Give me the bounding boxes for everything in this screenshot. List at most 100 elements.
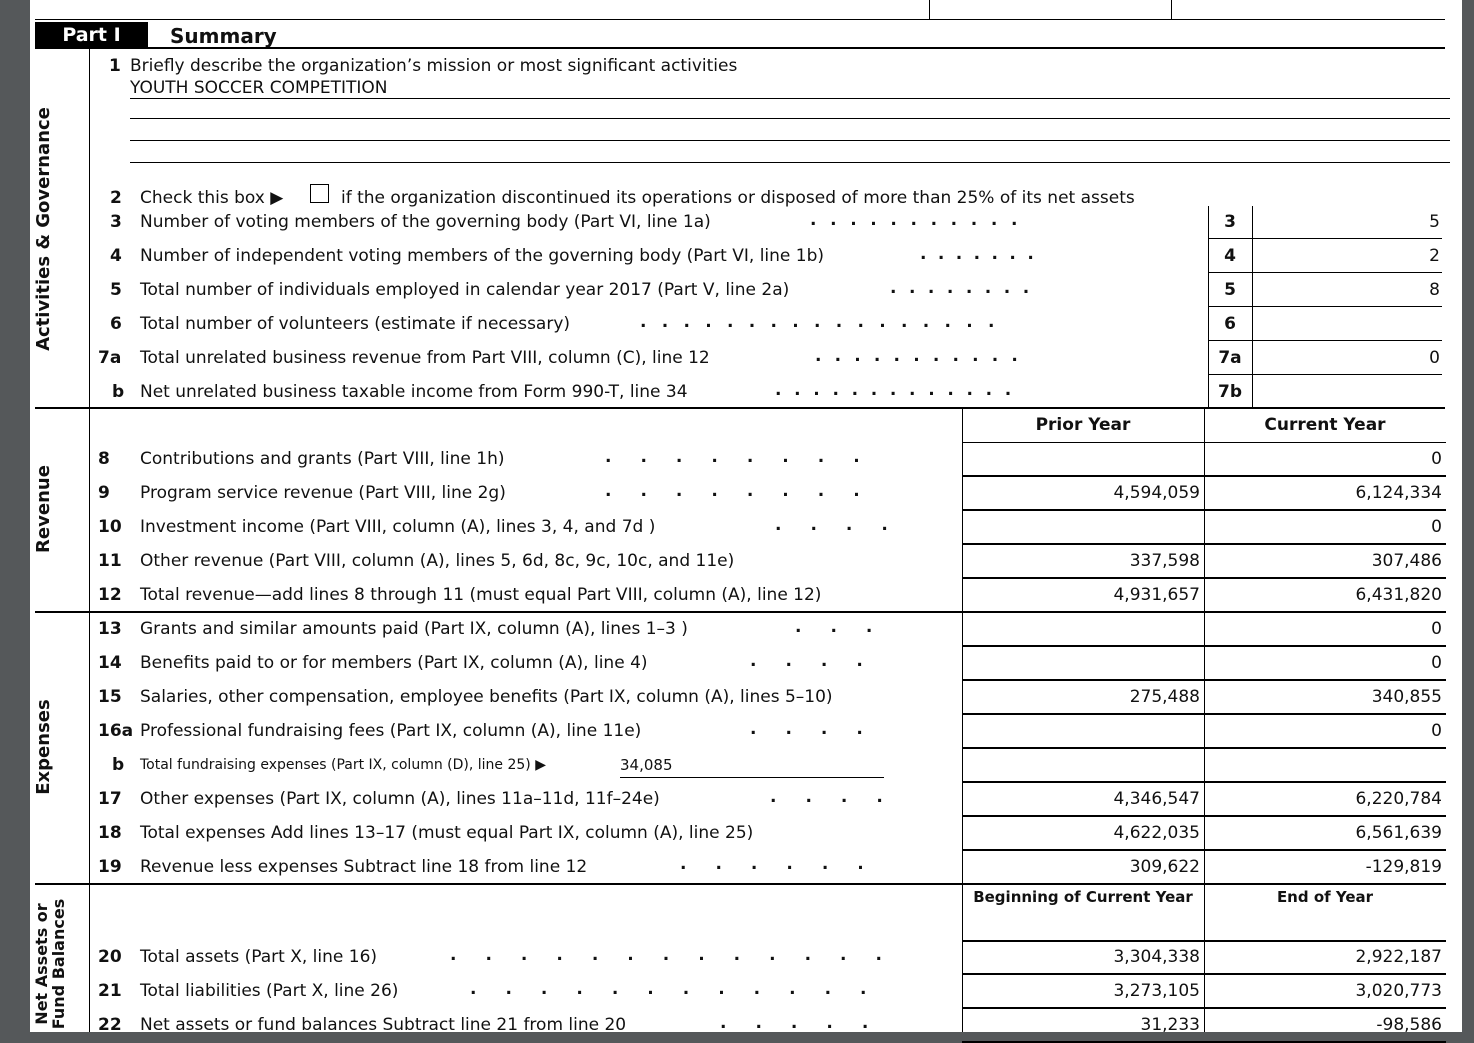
leader-dots: ... xyxy=(795,617,902,637)
line-label: Total unrelated business revenue from Pa… xyxy=(140,348,710,368)
prior-year-value[interactable]: 4,594,059 xyxy=(1113,483,1200,503)
divider xyxy=(130,162,1450,163)
line-number: 15 xyxy=(98,687,122,707)
divider xyxy=(620,777,884,778)
divider xyxy=(1208,272,1252,273)
prior-year-value[interactable]: 4,346,547 xyxy=(1113,789,1200,809)
current-year-value[interactable]: 0 xyxy=(1431,449,1442,469)
leader-dots: ........ xyxy=(605,481,889,501)
divider xyxy=(1208,340,1252,341)
prior-year-value[interactable]: 31,233 xyxy=(1140,1015,1200,1035)
value-field[interactable]: 8 xyxy=(1429,280,1440,300)
current-year-value[interactable]: 6,561,639 xyxy=(1355,823,1442,843)
divider xyxy=(1252,272,1442,273)
box-number: 5 xyxy=(1224,280,1236,300)
side-label-revenue: Revenue xyxy=(33,465,54,553)
side-label-activities: Activities & Governance xyxy=(33,107,54,351)
value-field[interactable]: 0 xyxy=(1429,348,1440,368)
divider xyxy=(962,713,1446,715)
line-label: Total expenses Add lines 13–17 (must equ… xyxy=(140,823,754,843)
side-label-net-assets: Net Assets or Fund Balances xyxy=(32,894,77,1034)
prior-year-value[interactable]: 337,598 xyxy=(1129,551,1200,571)
leader-dots: .... xyxy=(750,719,892,739)
leader-dots: ............. xyxy=(775,380,1024,400)
line-label: Revenue less expenses Subtract line 18 f… xyxy=(140,857,588,877)
line-label: Other revenue (Part VIII, column (A), li… xyxy=(140,551,735,571)
leader-dots: ....... xyxy=(920,244,1046,264)
current-year-value[interactable]: 6,124,334 xyxy=(1355,483,1442,503)
leader-dots: ...... xyxy=(680,854,893,874)
line-number: 14 xyxy=(98,653,122,673)
divider xyxy=(35,611,1445,613)
prior-year-value[interactable]: 309,622 xyxy=(1129,857,1200,877)
divider xyxy=(962,940,1446,942)
divider xyxy=(962,442,1446,443)
line-label: Number of voting members of the governin… xyxy=(140,212,711,232)
part-label: Part I xyxy=(35,22,148,48)
line-label: Investment income (Part VIII, column (A)… xyxy=(140,517,656,537)
current-year-value[interactable]: -98,586 xyxy=(1376,1015,1442,1035)
divider xyxy=(1208,206,1209,408)
value-field[interactable]: 5 xyxy=(1429,212,1440,232)
divider xyxy=(962,747,1446,749)
current-year-value[interactable]: 0 xyxy=(1431,619,1442,639)
divider xyxy=(89,48,90,1032)
current-year-value[interactable]: 6,431,820 xyxy=(1355,585,1442,605)
line-number: 11 xyxy=(98,551,122,571)
line-number: 12 xyxy=(98,585,122,605)
value-field[interactable]: 2 xyxy=(1429,246,1440,266)
line-label: Other expenses (Part IX, column (A), lin… xyxy=(140,789,660,809)
fundraising-expenses-value[interactable]: 34,085 xyxy=(620,756,673,774)
current-year-value[interactable]: 0 xyxy=(1431,721,1442,741)
current-year-value[interactable]: 340,855 xyxy=(1371,687,1442,707)
line-number: 9 xyxy=(98,483,110,503)
current-year-value[interactable]: 0 xyxy=(1431,517,1442,537)
divider xyxy=(962,1007,1446,1009)
current-year-value[interactable]: 307,486 xyxy=(1371,551,1442,571)
line-label: Number of independent voting members of … xyxy=(140,246,825,266)
column-header-current-year: Current Year xyxy=(1264,415,1386,435)
line-number: 4 xyxy=(110,246,122,266)
form-page: Part I Summary Activities & Governance R… xyxy=(30,0,1462,1043)
leader-dots: ........... xyxy=(815,346,1032,366)
divider xyxy=(35,883,1445,885)
box-number: 4 xyxy=(1224,246,1236,266)
divider xyxy=(130,118,1450,119)
current-year-value[interactable]: 3,020,773 xyxy=(1355,981,1442,1001)
line-number: 18 xyxy=(98,823,122,843)
line-label: Program service revenue (Part VIII, line… xyxy=(140,483,506,503)
line-label: Total number of individuals employed in … xyxy=(140,280,790,300)
leader-dots: .... xyxy=(775,515,917,535)
prior-year-value[interactable]: 275,488 xyxy=(1129,687,1200,707)
current-year-value[interactable]: 6,220,784 xyxy=(1355,789,1442,809)
leader-dots: ............ xyxy=(470,979,896,999)
prior-year-value[interactable]: 4,622,035 xyxy=(1113,823,1200,843)
prior-year-value[interactable]: 3,273,105 xyxy=(1113,981,1200,1001)
line-label: Total revenue—add lines 8 through 11 (mu… xyxy=(140,585,822,605)
divider xyxy=(962,475,1446,477)
line-number: 16a xyxy=(98,721,134,741)
divider xyxy=(1204,408,1205,1032)
box-number: 7a xyxy=(1218,348,1242,368)
divider xyxy=(130,140,1450,141)
divider xyxy=(130,98,1450,99)
prior-year-value[interactable]: 3,304,338 xyxy=(1113,947,1200,967)
leader-dots: ..... xyxy=(720,1013,898,1033)
mission-field[interactable]: YOUTH SOCCER COMPETITION xyxy=(130,78,388,98)
line-number: 1 xyxy=(109,56,121,76)
prior-year-value[interactable]: 4,931,657 xyxy=(1113,585,1200,605)
line-label: Net assets or fund balances Subtract lin… xyxy=(140,1015,627,1035)
line1-label: Briefly describe the organization’s miss… xyxy=(130,56,738,76)
current-year-value[interactable]: -129,819 xyxy=(1365,857,1442,877)
column-header-beginning: Beginning of Current Year xyxy=(973,888,1193,906)
discontinued-checkbox[interactable] xyxy=(310,184,329,203)
side-label-net-assets-2: Fund Balances xyxy=(49,898,68,1030)
line-number: 20 xyxy=(98,947,122,967)
current-year-value[interactable]: 0 xyxy=(1431,653,1442,673)
divider xyxy=(929,0,930,19)
current-year-value[interactable]: 2,922,187 xyxy=(1355,947,1442,967)
line-number: 7a xyxy=(98,348,122,368)
line-number: 13 xyxy=(98,619,122,639)
line-label: Benefits paid to or for members (Part IX… xyxy=(140,653,648,673)
leader-dots: ........ xyxy=(605,447,889,467)
